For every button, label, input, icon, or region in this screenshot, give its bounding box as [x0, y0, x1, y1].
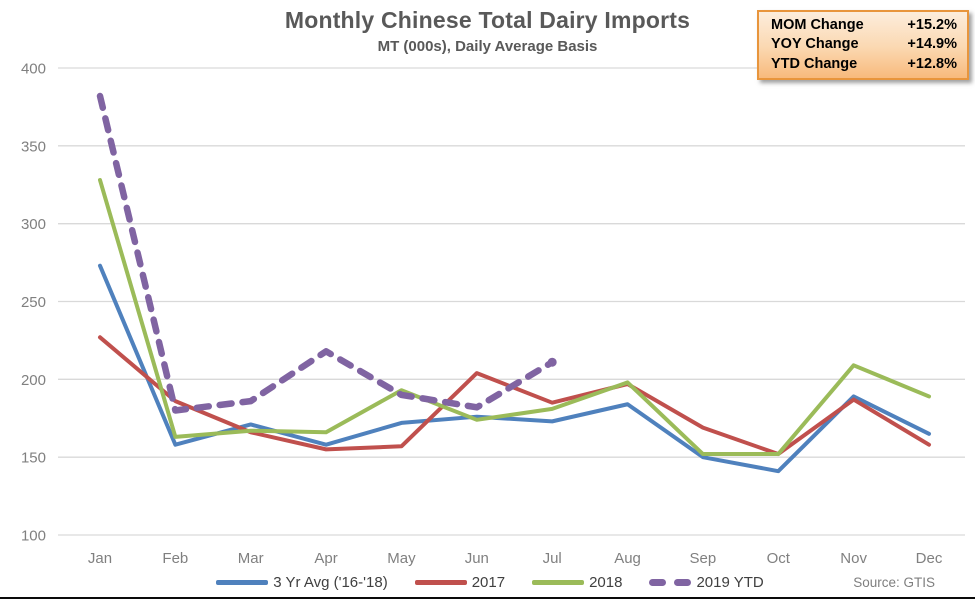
x-axis-label: Aug: [614, 550, 641, 567]
legend-item-2019-ytd: 2019 YTD: [649, 573, 764, 591]
x-axis-label: Jan: [88, 550, 112, 567]
chart-legend: 3 Yr Avg ('16-'18) 2017 2018 2019 YTD: [60, 572, 920, 592]
x-axis-label: Jul: [543, 550, 562, 567]
bottom-border-line: [0, 597, 975, 599]
mom-change-label: MOM Change: [771, 17, 864, 33]
legend-swatch-3yr-avg: [216, 579, 269, 585]
series-line-2018: [98, 178, 931, 457]
legend-swatch-2017: [414, 579, 467, 585]
change-summary-box: MOM Change +15.2% YOY Change +14.9% YTD …: [757, 10, 969, 80]
x-axis-label: Feb: [162, 550, 188, 567]
legend-label-2019-ytd: 2019 YTD: [696, 573, 764, 591]
legend-label-3yr-avg: 3 Yr Avg ('16-'18): [273, 573, 388, 591]
y-axis-label: 100: [21, 528, 46, 545]
y-axis-label: 200: [21, 372, 46, 389]
ytd-change-value: +12.8%: [907, 55, 957, 72]
x-axis-label: Mar: [238, 550, 264, 567]
chart-subtitle: MT (000s), Daily Average Basis: [377, 38, 598, 55]
y-axis-label: 350: [21, 138, 46, 155]
y-axis-label: 300: [21, 216, 46, 233]
series-line-2019-ytd: [96, 92, 556, 414]
yoy-change-row: YOY Change +14.9%: [771, 36, 957, 53]
source-note: Source: GTIS: [853, 575, 935, 590]
x-axis-label: Sep: [690, 550, 717, 567]
y-axis-label: 150: [21, 450, 46, 467]
x-axis-label: Apr: [314, 550, 337, 567]
legend-swatch-2019-ytd: [649, 578, 692, 586]
x-axis-label: Oct: [767, 550, 791, 567]
x-axis-label: Dec: [916, 550, 943, 567]
x-axis-label: May: [387, 550, 416, 567]
ytd-change-row: YTD Change +12.8%: [771, 56, 957, 73]
legend-item-2018: 2018: [532, 574, 622, 591]
legend-item-2017: 2017: [414, 573, 506, 591]
series-end-dot: [547, 357, 557, 367]
legend-label-2017: 2017: [471, 573, 506, 591]
x-axis-label: Jun: [465, 550, 489, 567]
legend-swatch-2018: [532, 579, 585, 585]
legend-item-3yr-avg: 3 Yr Avg ('16-'18): [216, 573, 388, 591]
x-axis-label: Nov: [840, 550, 867, 567]
yoy-change-label: YOY Change: [771, 36, 859, 53]
yoy-change-value: +14.9%: [907, 36, 957, 53]
chart-title: Monthly Chinese Total Dairy Imports: [284, 7, 691, 33]
series-line-2017: [98, 335, 931, 457]
mom-change-row: MOM Change +15.2%: [771, 17, 957, 34]
y-axis-label: 400: [21, 61, 46, 78]
legend-label-2018: 2018: [589, 573, 623, 591]
mom-change-value: +15.2%: [907, 17, 957, 33]
ytd-change-label: YTD Change: [771, 55, 858, 72]
series-line-3-yr-avg-16-18-: [98, 263, 931, 474]
y-axis-label: 250: [21, 294, 46, 311]
